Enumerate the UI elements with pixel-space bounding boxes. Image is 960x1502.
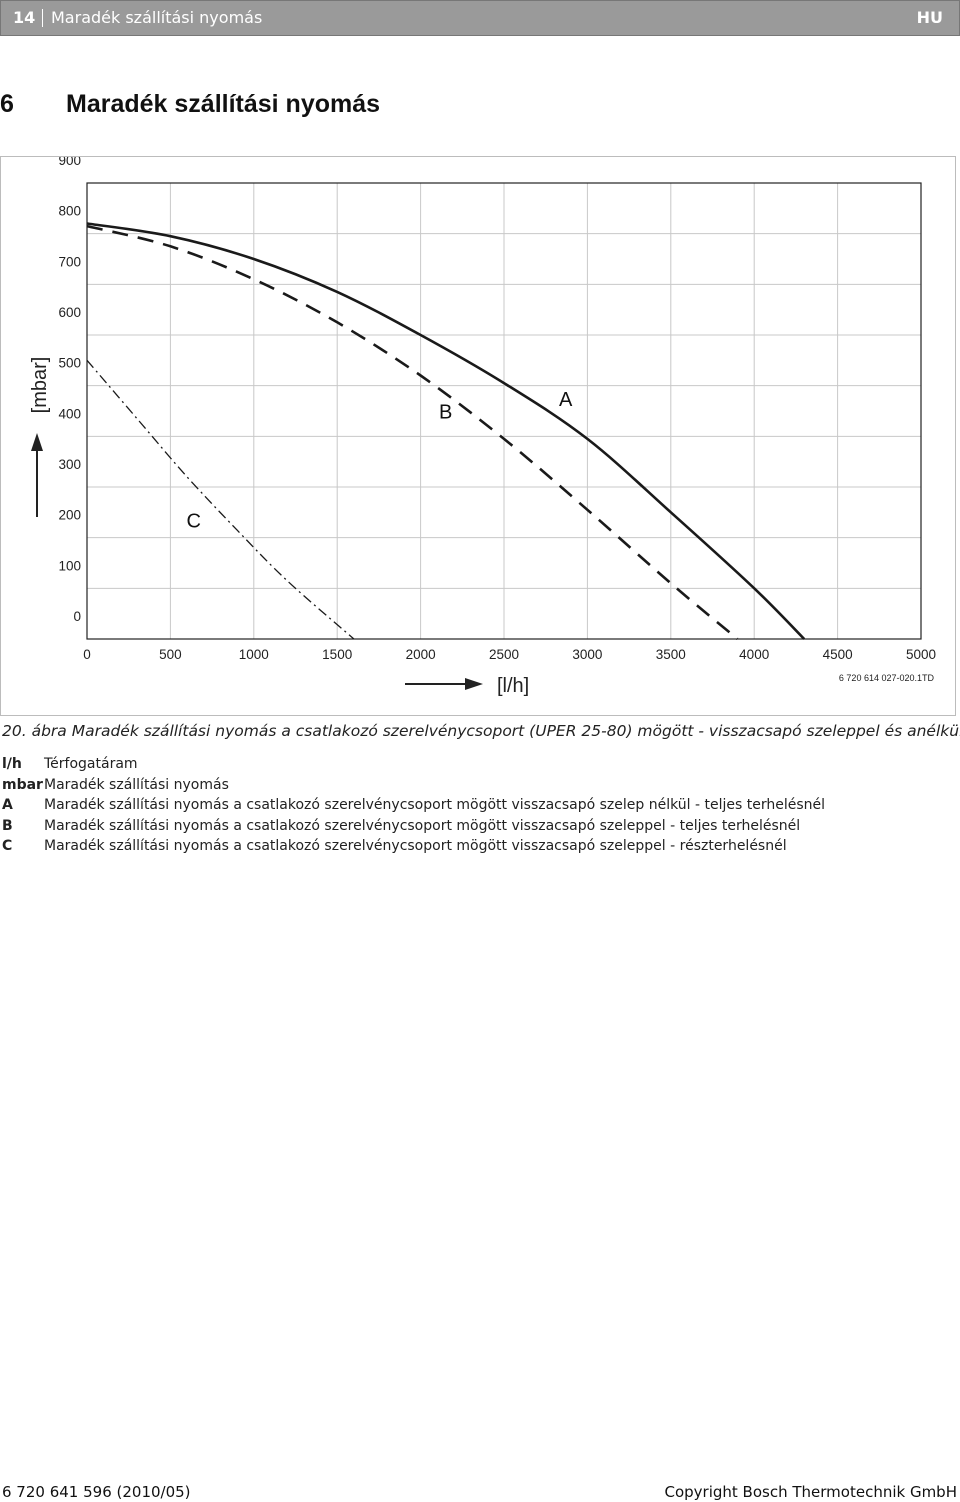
x-tick-label: 2500 (489, 647, 519, 662)
document-number: 6 720 641 596 (2010/05) (2, 1483, 191, 1501)
x-axis-label: [l/h] (497, 675, 529, 697)
x-tick-label: 2000 (406, 647, 436, 662)
x-axis-ticks: 0 500 1000 1500 2000 2500 3000 3500 4000 4500 5000 (83, 647, 936, 662)
y-tick-label: 500 (58, 356, 81, 371)
x-tick-label: 1500 (322, 647, 352, 662)
series-line-c (86, 359, 355, 640)
legend-description: Maradék szállítási nyomás a csatlakozó s… (44, 838, 787, 854)
legend-description: Maradék szállítási nyomás a csatlakozó s… (44, 817, 801, 834)
x-tick-label: 500 (159, 647, 182, 662)
curve-label-c: C (187, 511, 201, 533)
figure-code: 6 720 614 027-020.1TD (839, 673, 935, 683)
x-tick-label: 5000 (906, 647, 936, 662)
copyright-notice: Copyright Bosch Thermotechnik GmbH (664, 1483, 958, 1501)
legend-key: B (2, 817, 13, 834)
legend-key: l/h (2, 756, 22, 772)
chart-series (86, 222, 806, 640)
legend-key: mbar (2, 776, 43, 793)
x-tick-label: 3000 (572, 647, 602, 662)
section-number: 6 (0, 90, 14, 118)
x-tick-label: 4000 (739, 647, 769, 662)
legend-description: Maradék szállítási nyomás a csatlakozó s… (44, 797, 826, 813)
figure-caption: 20. ábra Maradék szállítási nyomás a csa… (2, 722, 960, 740)
y-tick-label: 600 (58, 305, 81, 320)
x-tick-label: 0 (83, 647, 91, 662)
y-tick-label: 800 (58, 204, 81, 219)
header-title: Maradék szállítási nyomás (51, 8, 263, 27)
legend-description: Maradék szállítási nyomás (44, 776, 229, 793)
y-axis-label: [mbar] (29, 357, 51, 414)
y-axis-ticks: 0 100 200 300 400 500 600 700 800 900 (58, 153, 81, 624)
chart-grid (87, 183, 921, 639)
x-tick-label: 1000 (239, 647, 269, 662)
language-code: HU (916, 8, 943, 27)
legend-key: C (2, 838, 13, 854)
y-tick-label: 0 (73, 609, 81, 624)
page-header: 14 Maradék szállítási nyomás HU (0, 0, 960, 36)
series-line-b (86, 224, 739, 640)
page-number: 14 (13, 8, 36, 27)
y-tick-label: 100 (58, 558, 81, 573)
curve-label-b: B (439, 402, 452, 424)
curve-labels: A B C (187, 389, 574, 533)
section-title: Maradék szállítási nyomás (66, 90, 381, 118)
legend-description: Térfogatáram (44, 756, 138, 772)
header-divider (42, 9, 43, 27)
x-tick-label: 4500 (823, 647, 853, 662)
y-tick-label: 700 (58, 254, 81, 269)
pressure-chart: 0 100 200 300 400 500 600 700 800 900 0 500 1000 150… (29, 153, 936, 697)
figure-frame: 0 100 200 300 400 500 600 700 800 900 0 500 1000 150… (0, 153, 956, 716)
plot-area-border (86, 182, 922, 640)
x-tick-label: 3500 (656, 647, 686, 662)
y-tick-label: 400 (58, 406, 81, 421)
series-line-a (86, 222, 806, 640)
y-axis-arrow (31, 433, 43, 517)
y-tick-label: 900 (58, 157, 81, 168)
x-axis-arrow (405, 678, 483, 690)
legend-key: A (2, 797, 13, 813)
y-tick-label: 200 (58, 508, 81, 523)
y-tick-label: 300 (58, 457, 81, 472)
curve-label-a: A (559, 389, 573, 411)
